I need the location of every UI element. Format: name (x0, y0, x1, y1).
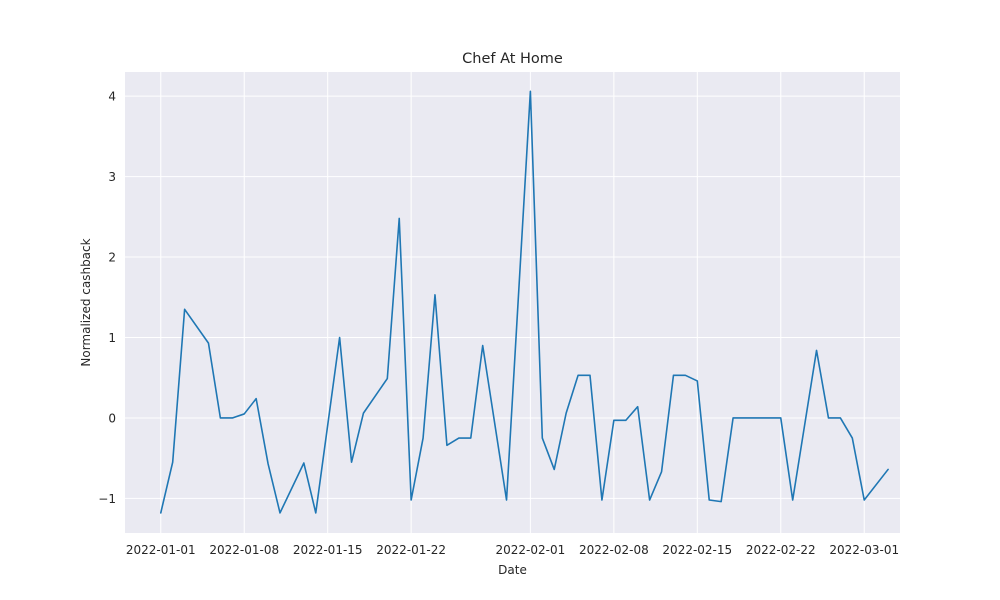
data-point (708, 499, 710, 501)
data-point (673, 375, 675, 377)
data-point (279, 512, 281, 514)
data-point (482, 345, 484, 347)
data-point (220, 417, 222, 419)
y-tick-label: −1 (98, 492, 116, 506)
data-point (840, 417, 842, 419)
data-point (601, 499, 603, 501)
data-point (410, 499, 412, 501)
data-point (184, 309, 186, 311)
data-point (685, 375, 687, 377)
data-point (852, 437, 854, 439)
data-point (160, 512, 162, 514)
data-point (458, 437, 460, 439)
x-tick-label: 2022-02-15 (662, 543, 732, 557)
data-point (792, 499, 794, 501)
data-point (613, 420, 615, 422)
x-tick-label: 2022-01-15 (293, 543, 363, 557)
data-point (470, 437, 472, 439)
data-point (422, 437, 424, 439)
data-point (339, 337, 341, 339)
data-point (351, 461, 353, 463)
data-point (625, 420, 627, 422)
x-tick-label: 2022-03-01 (829, 543, 899, 557)
data-point (732, 417, 734, 419)
data-point (589, 375, 591, 377)
data-point (530, 91, 532, 93)
y-tick-label: 2 (108, 251, 116, 265)
data-point (565, 412, 567, 414)
y-tick-label: 3 (108, 170, 116, 184)
data-point (506, 499, 508, 501)
x-tick-label: 2022-01-01 (126, 543, 196, 557)
data-point (398, 218, 400, 220)
y-tick-label: 1 (108, 331, 116, 345)
y-tick-label: 0 (108, 411, 116, 425)
data-point (697, 380, 699, 382)
data-point (637, 406, 639, 408)
data-point (434, 294, 436, 296)
data-point (303, 462, 305, 464)
data-point (649, 499, 651, 501)
data-point (542, 437, 544, 439)
data-point (816, 350, 818, 352)
data-point (243, 413, 245, 415)
data-point (267, 463, 269, 465)
x-tick-labels: 2022-01-01 2022-01-08 2022-01-15 2022-01-22… (126, 543, 899, 557)
x-axis-label: Date (498, 563, 527, 577)
x-tick-label: 2022-01-08 (209, 543, 279, 557)
data-point (553, 469, 555, 471)
data-point (720, 501, 722, 503)
data-point (363, 412, 365, 414)
data-point (208, 342, 210, 344)
data-point (828, 417, 830, 419)
chart-title: Chef At Home (462, 51, 563, 67)
data-point (577, 375, 579, 377)
data-point (446, 445, 448, 447)
y-axis-label: Normalized cashback (79, 238, 93, 366)
plot-area (125, 72, 900, 533)
data-point (232, 417, 234, 419)
y-tick-label: 4 (108, 90, 116, 104)
x-tick-label: 2022-01-22 (376, 543, 446, 557)
x-tick-label: 2022-02-01 (496, 543, 566, 557)
data-point (780, 417, 782, 419)
data-point (661, 471, 663, 473)
data-point (315, 512, 317, 514)
data-point (387, 378, 389, 380)
x-tick-label: 2022-02-08 (579, 543, 649, 557)
data-point (863, 499, 865, 501)
data-point (255, 398, 257, 400)
data-point (887, 469, 889, 471)
x-tick-label: 2022-02-22 (746, 543, 816, 557)
data-point (172, 461, 174, 463)
